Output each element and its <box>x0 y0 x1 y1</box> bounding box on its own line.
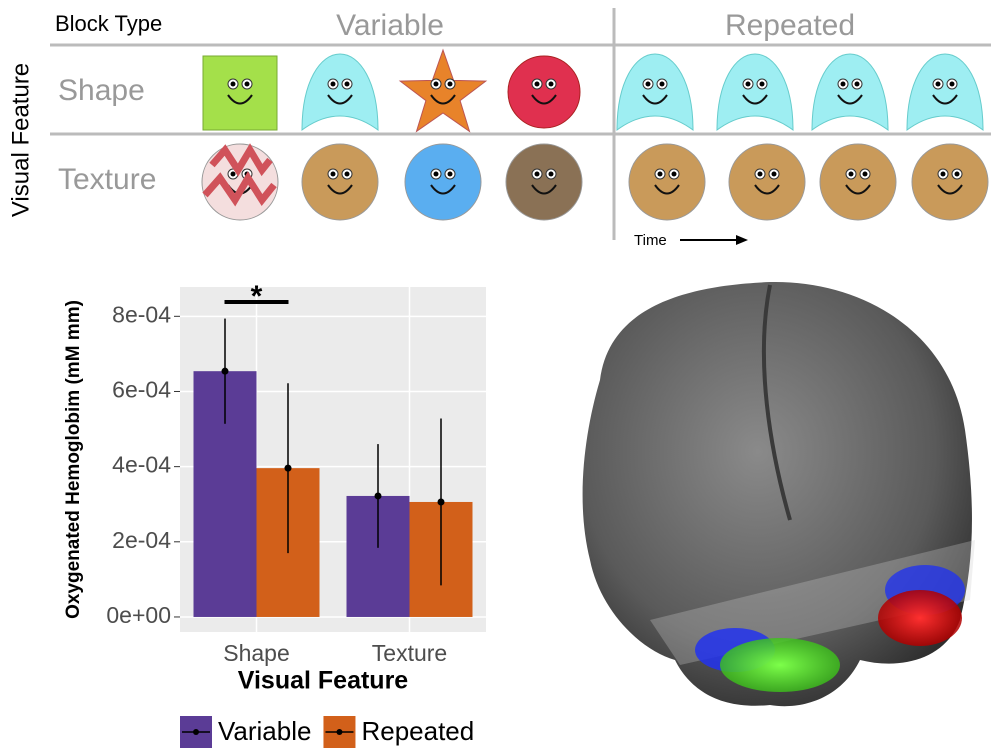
pupil <box>757 171 763 177</box>
mouth <box>227 94 253 105</box>
pupil <box>447 81 453 87</box>
mouth <box>754 184 780 195</box>
pupil <box>940 171 946 177</box>
arch-shape <box>616 53 694 131</box>
texture-circle <box>728 143 806 221</box>
pupil <box>659 81 665 87</box>
pupil <box>848 171 854 177</box>
activation-red <box>878 590 962 646</box>
stimuli <box>201 48 989 221</box>
y-tick-label: 4e-04 <box>112 452 171 478</box>
pupil <box>230 81 236 87</box>
texture-circle <box>404 143 482 221</box>
pupil <box>534 171 540 177</box>
pupil <box>949 81 955 87</box>
texture-circle <box>505 143 583 221</box>
zigzag <box>202 143 277 207</box>
pupil <box>840 81 846 87</box>
corner-label: Block Type <box>55 11 162 36</box>
legend-label: Repeated <box>361 716 474 746</box>
mouth <box>654 184 680 195</box>
mouth <box>430 94 456 105</box>
time-label: Time <box>634 232 667 249</box>
legend-key-point <box>336 729 343 735</box>
pupil <box>759 81 765 87</box>
x-tick-label: Texture <box>372 640 447 666</box>
pupil <box>645 81 651 87</box>
square-shape <box>202 55 278 131</box>
pupil <box>230 171 236 177</box>
pupil <box>954 171 960 177</box>
x-axis-title: Visual Feature <box>238 667 409 695</box>
row-label: Shape <box>58 74 145 107</box>
column-header: Variable <box>336 9 444 42</box>
pupil <box>344 81 350 87</box>
pupil <box>534 81 540 87</box>
arch-shape <box>906 53 984 131</box>
pupil <box>548 171 554 177</box>
arch-shape <box>301 53 379 131</box>
pupil <box>854 81 860 87</box>
mouth <box>642 94 668 105</box>
side-label: Visual Feature <box>7 63 34 217</box>
pupil <box>433 81 439 87</box>
time-arrow-head <box>736 235 748 245</box>
mouth <box>430 184 456 195</box>
row-label: Texture <box>58 163 156 196</box>
arch-shape <box>716 53 794 131</box>
y-tick-label: 8e-04 <box>112 301 171 327</box>
pupil <box>330 171 336 177</box>
pupil <box>433 171 439 177</box>
mean-point <box>221 367 229 375</box>
x-tick-label: Shape <box>223 640 290 666</box>
fissure <box>761 284 792 521</box>
brain-image <box>582 281 975 707</box>
pupil <box>935 81 941 87</box>
mean-point <box>284 464 292 472</box>
texture-circle <box>301 143 379 221</box>
y-tick-label: 6e-04 <box>112 377 171 403</box>
mouth <box>837 94 863 105</box>
legend-label: Variable <box>218 716 311 746</box>
y-tick-label: 2e-04 <box>112 527 171 553</box>
mouth <box>932 94 958 105</box>
mouth <box>531 184 557 195</box>
annotation: * <box>251 280 263 313</box>
pupil <box>344 171 350 177</box>
pupil <box>330 81 336 87</box>
pupil <box>244 81 250 87</box>
mean-point <box>374 492 382 500</box>
pupil <box>862 171 868 177</box>
activation-green <box>720 638 840 692</box>
arch-shape <box>811 53 889 131</box>
pupil <box>771 171 777 177</box>
bar-chart: 0e+00 2e-04 4e-04 6e-04 8e-04 Shape Texture * Ox… <box>63 280 486 748</box>
texture-circle <box>819 143 897 221</box>
mouth <box>742 94 768 105</box>
circle-shape <box>507 55 581 129</box>
pupil <box>671 171 677 177</box>
pupil <box>548 81 554 87</box>
mouth <box>327 94 353 105</box>
texture-circle <box>628 143 706 221</box>
mouth <box>327 184 353 195</box>
pupil <box>447 171 453 177</box>
column-header: Repeated <box>725 9 855 42</box>
legend-key-point <box>193 729 199 735</box>
mouth <box>531 94 557 105</box>
y-tick-label: 0e+00 <box>106 602 171 628</box>
mouth <box>937 184 963 195</box>
y-axis-title: Oxygenated Hemoglobim (mM mm) <box>63 300 84 619</box>
mean-point <box>437 498 445 506</box>
mouth <box>845 184 871 195</box>
pupil <box>657 171 663 177</box>
pupil <box>745 81 751 87</box>
texture-circle <box>911 143 989 221</box>
star-shape <box>398 48 488 133</box>
brain <box>582 281 972 707</box>
